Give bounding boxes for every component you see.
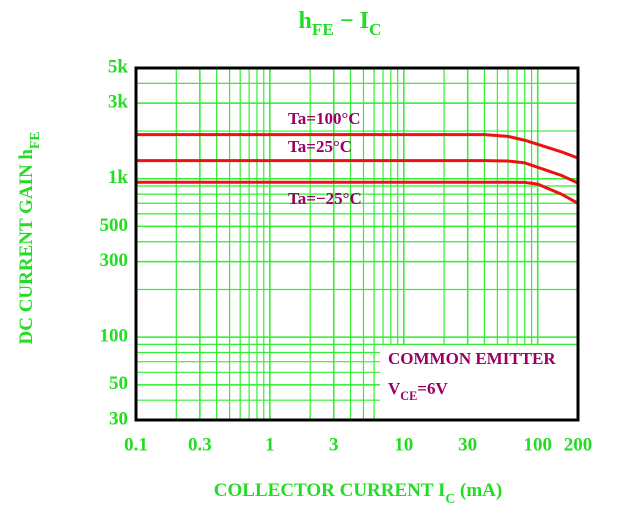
- text-part: C: [369, 20, 381, 39]
- series-line: [136, 133, 579, 160]
- text-part: V: [388, 379, 401, 398]
- x-tick-label: 3: [329, 434, 339, 455]
- text-part: (mA): [455, 480, 502, 501]
- y-tick-label: 50: [109, 373, 128, 394]
- annotation: VCE=6V: [388, 379, 448, 403]
- x-tick-label: 200: [564, 434, 593, 455]
- chart-title: hFE − IC: [299, 8, 382, 40]
- text-part: COLLECTOR CURRENT I: [214, 480, 446, 501]
- y-tick-label: 300: [100, 250, 129, 271]
- y-tick-label: 3k: [108, 92, 129, 113]
- y-axis-label: DC CURRENT GAIN hFE: [16, 132, 41, 345]
- x-tick-label: 10: [394, 434, 413, 455]
- text-part: FE: [27, 132, 42, 149]
- text-part: FE: [312, 20, 334, 39]
- series-line: [136, 159, 579, 185]
- x-tick-label: 30: [458, 434, 477, 455]
- text-part: I: [360, 8, 369, 34]
- text-part: h: [299, 8, 312, 34]
- text-part: −: [334, 8, 360, 34]
- x-tick-label: 0.3: [188, 434, 212, 455]
- series-label: Ta=25°C: [288, 137, 352, 156]
- y-tick-label: 5k: [108, 56, 129, 77]
- series-label: Ta=−25°C: [288, 189, 362, 208]
- y-tick-label: 100: [100, 326, 129, 347]
- x-tick-label: 1: [265, 434, 275, 455]
- series-label: Ta=100°C: [288, 109, 361, 128]
- series-line: [136, 180, 579, 205]
- x-tick-label: 0.1: [124, 434, 148, 455]
- plot-frame: [134, 66, 580, 422]
- text-part: =6V: [417, 379, 448, 398]
- annotation: COMMON EMITTER: [388, 349, 556, 368]
- x-axis-label: COLLECTOR CURRENT IC (mA): [214, 480, 502, 505]
- y-tick-label: 500: [100, 215, 129, 236]
- text-part: COMMON EMITTER: [388, 349, 556, 368]
- annotation-box: [380, 345, 578, 420]
- text-part: CE: [400, 389, 417, 403]
- y-tick-label: 30: [109, 408, 128, 429]
- x-tick-label: 100: [523, 434, 552, 455]
- y-tick-label: 1k: [108, 167, 129, 188]
- text-part: DC CURRENT GAIN h: [16, 149, 37, 345]
- text-part: C: [445, 491, 455, 506]
